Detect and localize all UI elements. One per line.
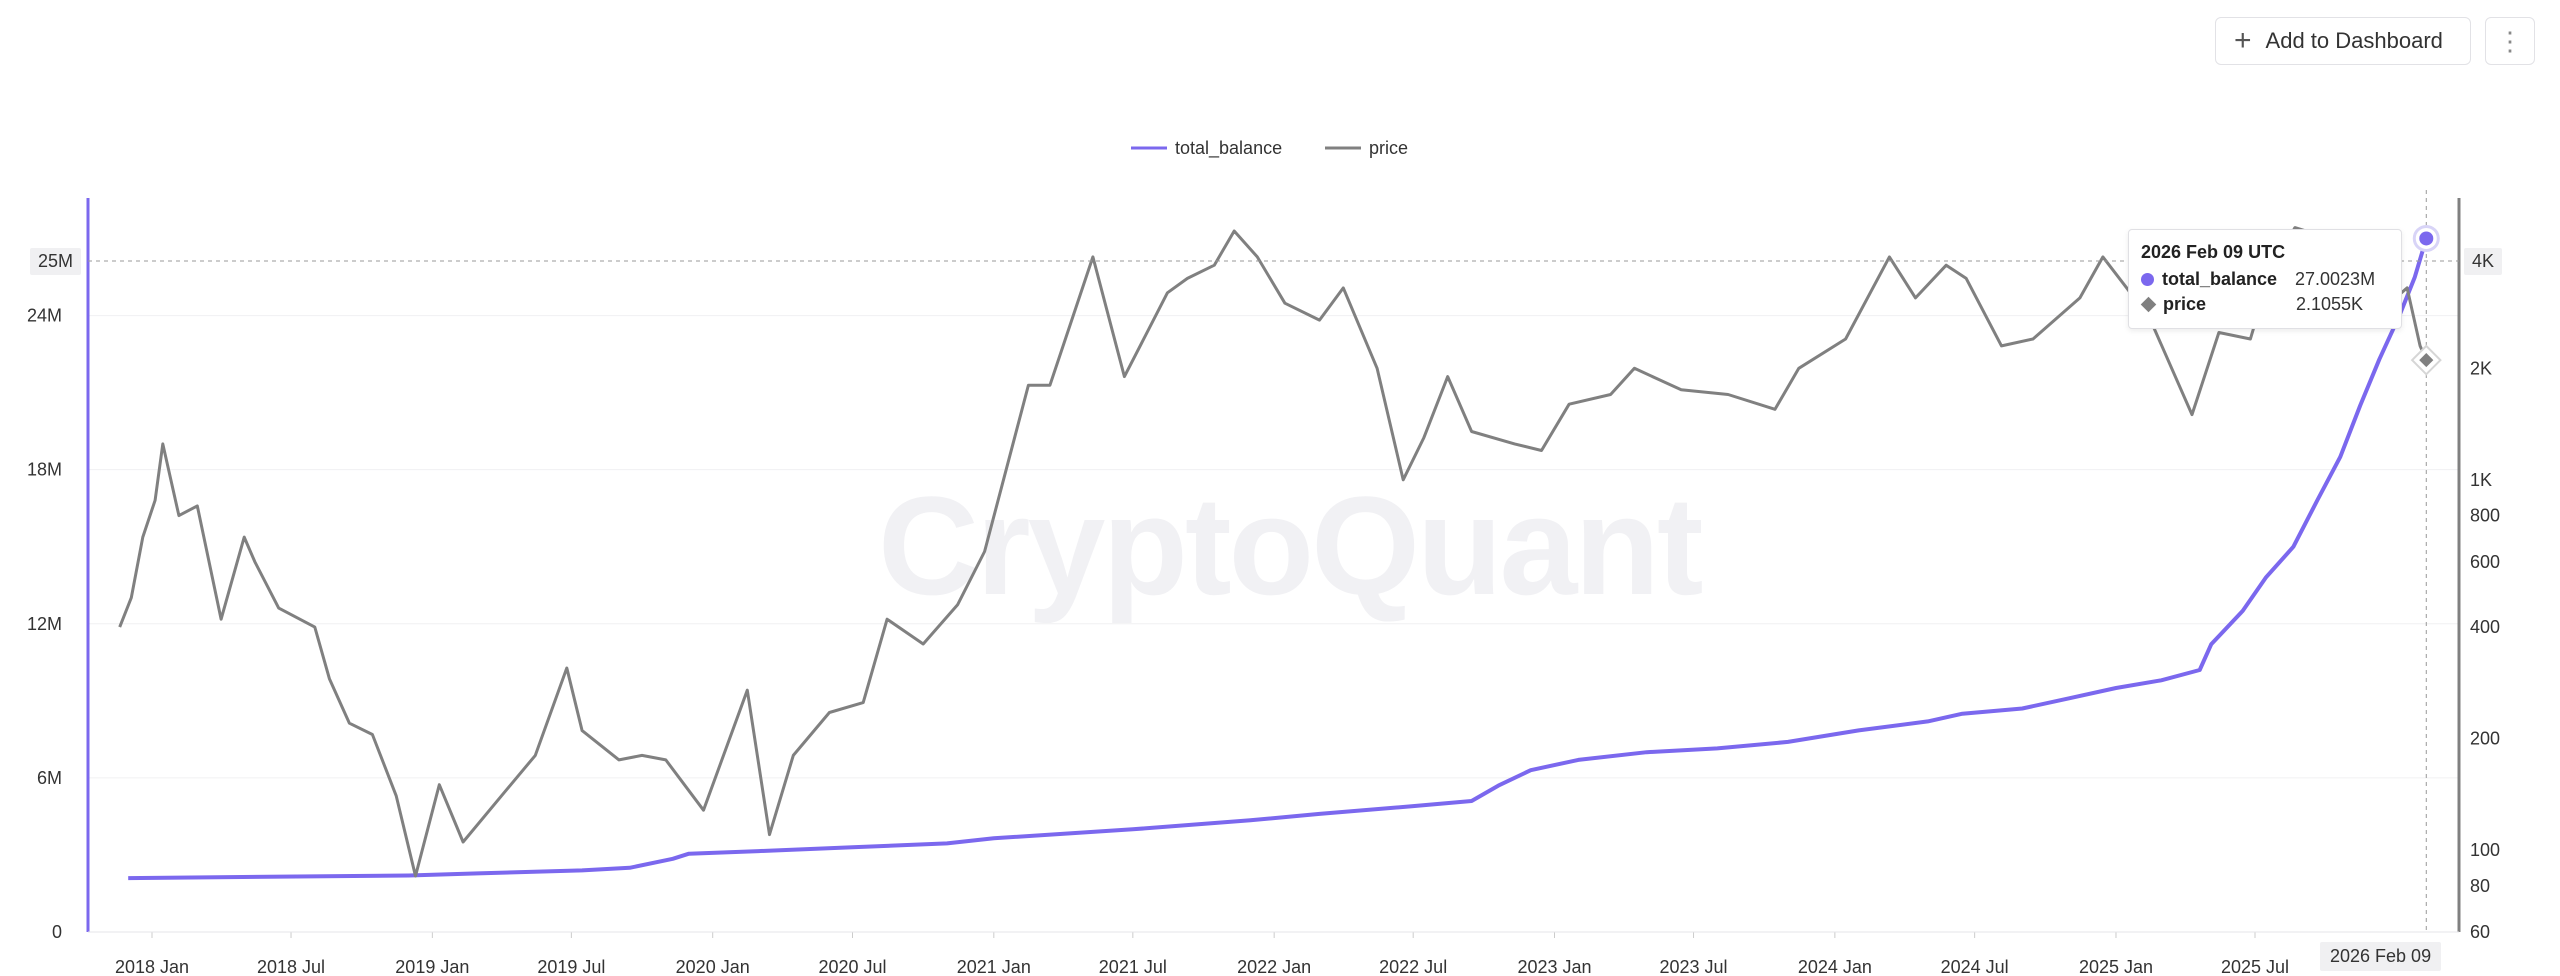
y-right-tick-label: 200 [2470,728,2500,748]
y-right-tick-label: 80 [2470,876,2490,896]
y-right-tick-label: 60 [2470,922,2490,942]
x-tick-label: 2019 Jul [537,957,605,976]
y-right-tick-label: 100 [2470,840,2500,860]
x-tick-label: 2023 Jan [1517,957,1591,976]
y-left-tick-label: 0 [52,922,62,942]
watermark: CryptoQuant [878,467,1704,624]
series-line-total-balance [128,237,2429,881]
tooltip-row-total-balance: total_balance 27.0023M [2141,267,2389,292]
y-right-tick-label: 1K [2470,470,2492,490]
y-left-tick-label: 18M [27,460,62,480]
x-tick-label: 2021 Jan [957,957,1031,976]
legend-label: price [1369,138,1408,158]
x-tick-label: 2022 Jan [1237,957,1311,976]
x-tick-label: 2019 Jan [395,957,469,976]
y-right-tick-label: 2K [2470,358,2492,378]
crosshair-date: 2026 Feb 09 [2320,942,2442,971]
series-line-price [118,226,2428,878]
total-balance-marker [2419,231,2434,246]
x-tick-label: 2024 Jan [1798,957,1872,976]
x-tick-label: 2018 Jul [257,957,325,976]
diamond-marker-icon [2140,296,2157,313]
crosshair-right-value: 4K [2464,248,2503,275]
tooltip-series-name: total_balance [2162,269,2278,289]
tooltip-date: 2026 Feb 09 UTC [2141,242,2286,262]
y-left-tick-label: 6M [37,768,62,788]
chart-tooltip: 2026 Feb 09 UTC total_balance 27.0023M p… [2128,229,2402,329]
x-tick-label: 2022 Jul [1379,957,1447,976]
circle-marker-icon [2141,273,2154,286]
x-tick-label: 2025 Jul [2221,957,2289,976]
y-right-tick-label: 800 [2470,506,2500,526]
x-tick-label: 2020 Jul [818,957,886,976]
x-tick-label: 2020 Jan [676,957,750,976]
x-tick-label: 2021 Jul [1099,957,1167,976]
tooltip-series-value: 27.0023M [2295,269,2376,289]
x-tick-label: 2024 Jul [1941,957,2009,976]
y-right-tick-label: 400 [2470,617,2500,637]
tooltip-series-value: 2.1055K [2296,294,2364,314]
x-tick-label: 2018 Jan [115,957,189,976]
more-vertical-icon: ⋮ [2497,25,2523,56]
y-left-tick-label: 12M [27,614,62,634]
plus-icon: + [2234,24,2252,57]
more-options-button[interactable]: ⋮ [2485,17,2535,65]
y-right-tick-label: 600 [2470,552,2500,572]
add-to-dashboard-button[interactable]: + Add to Dashboard [2215,17,2471,65]
x-tick-label: 2025 Jan [2079,957,2153,976]
tooltip-series-name: price [2163,294,2207,314]
tooltip-row-price: price 2.1055K [2140,292,2389,317]
legend-label: total_balance [1175,138,1282,159]
crosshair-left-value: 25M [30,248,82,275]
y-left-tick-label: 24M [27,306,62,326]
add-to-dashboard-label: Add to Dashboard [2265,28,2443,53]
x-tick-label: 2023 Jul [1660,957,1728,976]
